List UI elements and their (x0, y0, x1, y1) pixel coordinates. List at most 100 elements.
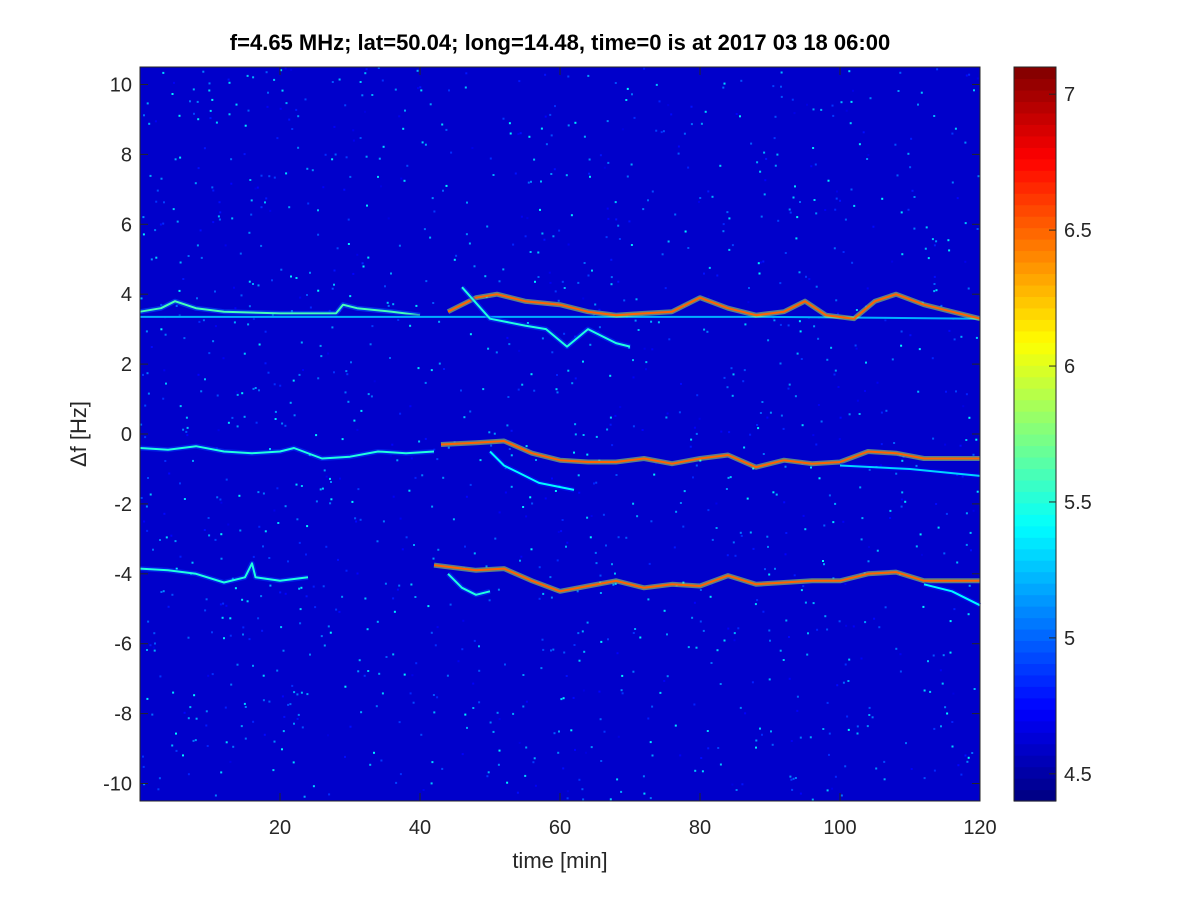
noise-speck (393, 610, 396, 613)
noise-speck (314, 606, 317, 609)
noise-speck (389, 357, 391, 359)
noise-speck (917, 390, 920, 393)
colorbar-segment (1014, 789, 1056, 802)
noise-speck (212, 340, 215, 343)
noise-speck (594, 551, 597, 554)
noise-speck (927, 257, 930, 260)
noise-speck (954, 127, 957, 130)
noise-speck (972, 509, 975, 512)
noise-speck (901, 253, 904, 256)
noise-speck (762, 610, 765, 613)
noise-speck (452, 518, 455, 521)
noise-speck (301, 726, 304, 729)
noise-speck (586, 621, 589, 624)
noise-speck (187, 255, 190, 257)
noise-speck (369, 763, 372, 766)
noise-speck (704, 110, 707, 113)
noise-speck (229, 634, 232, 637)
noise-speck (234, 307, 237, 310)
noise-speck (687, 247, 690, 249)
noise-speck (920, 91, 923, 94)
noise-speck (953, 338, 956, 341)
noise-speck (606, 207, 609, 210)
noise-speck (570, 729, 573, 732)
y-tick-label: 2 (121, 354, 132, 376)
noise-speck (840, 101, 843, 104)
noise-speck (969, 531, 972, 534)
noise-speck (522, 674, 525, 676)
noise-speck (463, 416, 466, 419)
noise-speck (335, 608, 338, 611)
noise-speck (325, 475, 328, 478)
noise-speck (774, 567, 776, 570)
noise-speck (404, 109, 406, 112)
noise-speck (250, 213, 253, 216)
noise-speck (248, 638, 251, 641)
noise-speck (248, 280, 251, 283)
noise-speck (214, 325, 217, 328)
colorbar-segment (1014, 606, 1056, 619)
noise-speck (703, 328, 706, 331)
noise-speck (822, 560, 824, 562)
noise-speck (632, 425, 635, 428)
noise-speck (940, 725, 942, 728)
noise-speck (637, 329, 640, 331)
noise-speck (522, 705, 525, 708)
noise-speck (780, 95, 783, 98)
noise-speck (657, 321, 660, 324)
noise-speck (327, 734, 329, 737)
noise-speck (520, 215, 523, 218)
noise-speck (366, 204, 368, 207)
noise-speck (170, 534, 173, 537)
noise-speck (553, 168, 556, 171)
noise-speck (690, 438, 693, 441)
noise-speck (539, 208, 541, 211)
colorbar-segment (1014, 778, 1056, 791)
noise-speck (506, 424, 509, 427)
noise-speck (964, 222, 967, 225)
noise-speck (528, 135, 531, 138)
noise-speck (976, 77, 979, 80)
noise-speck (241, 598, 244, 601)
noise-speck (582, 434, 585, 436)
noise-speck (399, 412, 402, 415)
noise-speck (823, 563, 825, 566)
colorbar-segment (1014, 227, 1056, 240)
noise-speck (621, 128, 624, 131)
y-tick-label: 4 (121, 284, 132, 306)
noise-speck (492, 730, 495, 733)
noise-speck (594, 303, 597, 306)
noise-speck (666, 675, 669, 678)
noise-speck (303, 795, 306, 798)
colorbar-segment (1014, 594, 1056, 607)
noise-speck (299, 296, 302, 299)
noise-speck (839, 199, 841, 202)
noise-speck (626, 87, 629, 90)
noise-speck (565, 675, 568, 677)
noise-speck (389, 454, 392, 457)
noise-speck (296, 693, 299, 696)
noise-speck (614, 82, 617, 84)
noise-speck (759, 727, 761, 730)
noise-speck (854, 344, 857, 347)
noise-speck (382, 520, 385, 523)
noise-speck (200, 256, 203, 259)
noise-speck (339, 477, 341, 480)
noise-speck (436, 696, 439, 699)
noise-speck (960, 335, 963, 338)
noise-speck (927, 660, 929, 663)
noise-speck (221, 616, 224, 619)
noise-speck (192, 88, 195, 91)
y-tick-label: -10 (103, 774, 132, 796)
noise-speck (176, 220, 179, 223)
noise-speck (842, 251, 845, 253)
noise-speck (810, 165, 813, 168)
colorbar-segment (1014, 743, 1056, 756)
noise-speck (307, 202, 310, 205)
noise-speck (273, 383, 276, 386)
noise-speck (320, 635, 323, 638)
noise-speck (540, 180, 542, 183)
noise-speck (617, 735, 620, 738)
noise-speck (880, 443, 883, 446)
noise-speck (358, 659, 361, 662)
